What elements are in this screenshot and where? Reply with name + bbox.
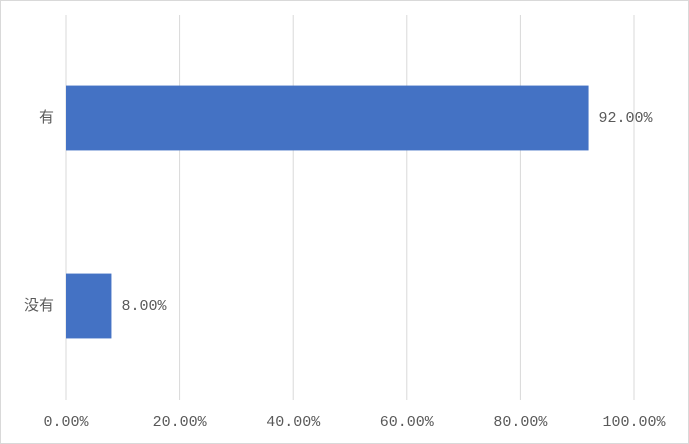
y-tick-label: 有 [39,109,54,127]
bar [66,85,589,151]
y-tick-label: 没有 [24,297,54,315]
x-tick-label: 100.00% [602,414,666,431]
value-label: 92.00% [599,110,654,127]
value-label: 8.00% [121,298,167,315]
x-tick-label: 20.00% [153,414,208,431]
x-tick-label: 60.00% [380,414,435,431]
x-tick-label: 0.00% [43,414,89,431]
x-tick-label: 80.00% [493,414,548,431]
bar [66,273,112,339]
x-tick-label: 40.00% [266,414,321,431]
